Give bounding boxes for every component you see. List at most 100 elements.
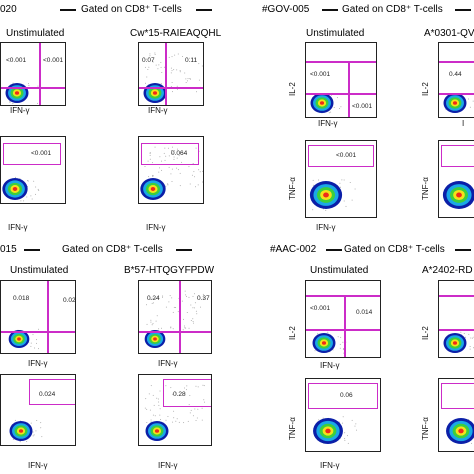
density-contour [12,187,18,191]
x-axis-label: IFN-γ [158,461,178,470]
col-title-unstimulated: Unstimulated [10,265,69,276]
event-dot [171,181,173,183]
quadrant-hline [439,93,474,95]
event-dot [344,439,346,441]
event-dot [351,419,353,421]
event-dot [152,394,154,396]
event-dot [312,179,314,181]
event-dot [194,186,196,188]
gated-label: Gated on CD8⁺ T-cells [344,244,445,255]
event-dot [172,393,174,395]
event-dot [159,408,161,410]
event-dot [194,176,196,178]
event-dot [176,85,178,87]
event-dot [176,157,178,159]
event-dot [34,347,36,349]
event-dot [188,166,190,168]
event-dot [37,188,39,190]
density-cluster [313,416,357,445]
event-dot [336,97,338,99]
event-dot [344,432,346,434]
event-dot [151,162,153,164]
gated-bracket-left [322,9,338,11]
event-dot [330,94,332,96]
event-dot [189,57,191,59]
event-dot [151,297,153,299]
rect-gate [141,143,199,165]
event-dot [176,69,178,71]
rect-gate [3,143,61,165]
event-dot [175,393,177,395]
event-dot [327,331,329,333]
gated-bracket-left [24,249,40,251]
patient-label: 020 [0,4,17,15]
rect-gate [163,379,211,407]
patient-label: #GOV-005 [262,4,310,15]
event-dot [157,68,159,70]
event-dot [202,170,203,172]
event-dot [202,297,204,299]
event-dot [9,100,11,102]
event-dot [163,66,165,68]
patient-label: 015 [0,244,17,255]
event-dot [339,343,341,345]
density-contour [150,187,156,191]
gate-value-q1: 0.018 [13,295,30,302]
event-dot [165,306,167,308]
density-cluster [310,92,342,114]
rect-gate [441,145,474,167]
event-dot [198,79,200,81]
flow-plot-tnf-unstim: 0.06 [305,378,381,452]
event-dot [157,296,159,298]
x-axis-label: IFN-γ [28,359,48,368]
event-dot [38,328,40,330]
event-dot [192,307,194,309]
event-dot [342,349,344,351]
x-axis-label: IFN-γ [320,361,340,370]
density-cluster [2,176,40,202]
quadrant-vline [165,43,167,105]
event-dot [41,436,43,438]
event-dot [185,389,187,391]
event-dot [167,183,169,185]
density-cluster [143,52,203,103]
gate-value-q2: 0.014 [356,309,373,316]
event-dot [150,419,152,421]
event-dot [19,441,21,443]
event-dot [149,55,151,57]
event-dot [150,319,152,321]
col-title-unstimulated: Unstimulated [306,28,365,39]
event-dot [168,301,170,303]
density-cluster [144,290,204,348]
event-dot [342,341,344,343]
event-dot [190,319,192,321]
event-dot [178,421,180,423]
event-dot [32,334,34,336]
density-cluster [140,146,203,200]
event-dot [145,304,147,306]
flow-plot-tnf-peptide: 0.064 [138,136,204,204]
event-dot [156,397,158,399]
event-dot [28,84,30,86]
event-dot [176,167,178,169]
event-dot [333,107,335,109]
event-dot [27,83,29,85]
event-dot [341,179,343,181]
event-dot [317,332,319,334]
event-dot [154,146,156,148]
event-dot [199,306,201,308]
flow-plot-il2-unstim: 0.018 0.02 [0,280,76,354]
event-dot [157,398,159,400]
event-dot [150,385,152,387]
event-dot [190,78,192,80]
event-dot [163,152,165,154]
event-dot [471,337,473,339]
event-dot [33,434,35,436]
event-dot [171,168,173,170]
event-dot [469,106,471,108]
event-dot [197,184,199,186]
event-dot [165,419,167,421]
event-dot [197,386,199,388]
x-axis-label: IFN-γ [318,119,338,128]
rect-gate [29,379,75,405]
